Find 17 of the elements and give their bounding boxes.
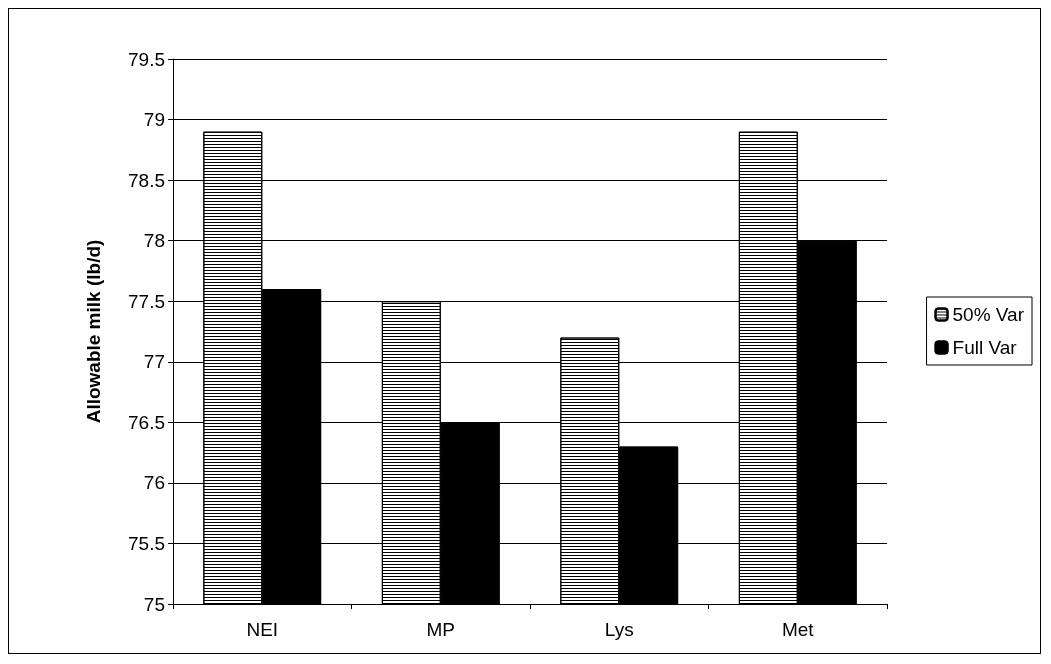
legend-label: 50% Var	[952, 304, 1025, 325]
y-tick-label: 75	[143, 593, 165, 615]
y-tick-label: 79.5	[128, 48, 165, 70]
x-tick-label: Lys	[604, 619, 634, 640]
y-tick-label: 79	[143, 109, 165, 131]
x-tick-label: MP	[426, 619, 455, 640]
y-tick-label: 77	[143, 351, 165, 373]
x-tick-label: Met	[781, 619, 815, 640]
legend-label: Full Var	[952, 337, 1018, 358]
y-tick-label: 75.5	[128, 532, 165, 554]
y-tick-label: 78.5	[128, 169, 165, 191]
y-tick-label: 78	[143, 230, 165, 252]
y-tick-label: 76	[143, 472, 165, 494]
y-tick-label: 77.5	[128, 290, 165, 312]
y-tick-label: 76.5	[128, 411, 165, 433]
x-tick-label: NEI	[246, 619, 279, 640]
y-axis-title: Allowable milk (lb/d)	[83, 239, 104, 424]
